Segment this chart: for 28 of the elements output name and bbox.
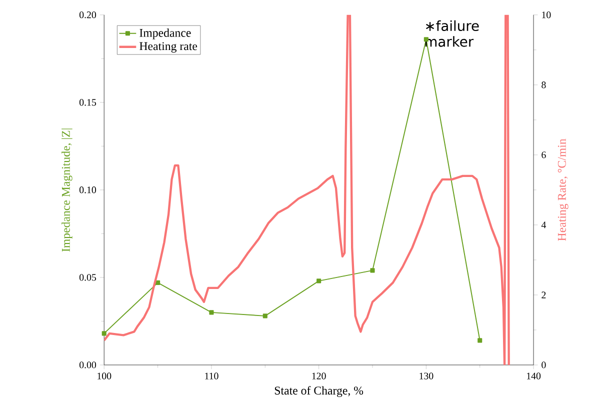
x-tick-label: 110 <box>205 372 218 380</box>
y-axis-title: Impedance Magnitude, |Z| <box>62 128 72 252</box>
point <box>209 310 214 315</box>
y2-axis-title: Heating Rate, °C/min <box>558 139 568 242</box>
y2-tick-label: 8 <box>542 82 546 88</box>
legend-label: Heating rate <box>140 42 198 53</box>
point <box>370 268 375 273</box>
y2-tick-label: 10 <box>542 12 551 18</box>
y2-tick-label: 2 <box>542 292 546 298</box>
x-tick-label: 100 <box>98 372 112 380</box>
point <box>478 338 482 343</box>
x-tick-label: 120 <box>312 372 326 380</box>
point <box>262 314 268 318</box>
y-tick-label: 0.00 <box>79 362 96 369</box>
y2-tick-label: 6 <box>542 152 546 158</box>
point <box>316 278 322 284</box>
y-tick-label: 0.05 <box>79 274 96 282</box>
legend-label: Impedance <box>140 28 191 40</box>
point <box>102 331 106 336</box>
y-tick-label: 0.20 <box>79 12 96 18</box>
x-tick-label: 130 <box>420 372 434 380</box>
x-tick-label: 140 <box>526 372 541 380</box>
y-tick-label: 0.15 <box>79 99 96 106</box>
y2-tick-label: 4 <box>541 222 546 228</box>
y2-tick-label: 0 <box>542 362 546 369</box>
y-tick-label: 0.10 <box>79 186 96 194</box>
point <box>156 280 160 286</box>
x-axis-title: State of Charge, % <box>274 386 364 398</box>
